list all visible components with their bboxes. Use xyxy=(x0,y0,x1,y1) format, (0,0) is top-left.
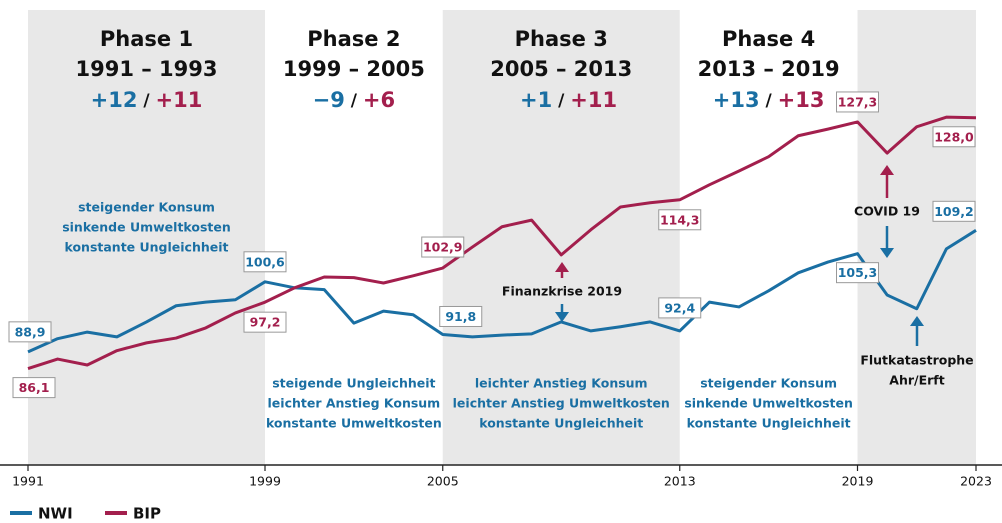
phase-nwi-change: +13 xyxy=(713,88,760,112)
arrow-head xyxy=(880,248,894,258)
arrow-head xyxy=(555,312,569,322)
value-label-box xyxy=(836,262,879,284)
phase-nwi-change: +12 xyxy=(91,88,138,112)
value-label: 128,0 xyxy=(934,129,974,144)
phase-band xyxy=(442,10,680,465)
phase-period: 1991 – 1993 xyxy=(75,57,217,81)
phase-description: sinkende Umweltkosten xyxy=(684,396,853,411)
line-nwi xyxy=(27,229,977,354)
annotation: Finanzkrise 2019 xyxy=(502,284,622,299)
x-tick-label: 2005 xyxy=(427,474,459,489)
phase-title: Phase 4 xyxy=(722,27,815,51)
line-bip xyxy=(27,115,977,371)
annotation: COVID 19 xyxy=(854,204,920,219)
phase-period: 2005 – 2013 xyxy=(490,57,632,81)
value-label: 88,9 xyxy=(15,324,46,339)
value-label: 114,3 xyxy=(660,212,700,227)
x-tick-label: 1991 xyxy=(12,474,44,489)
phase-description: konstante Ungleichheit xyxy=(687,416,851,431)
value-label-box xyxy=(8,321,52,343)
phase-bip-change: +6 xyxy=(363,88,395,112)
value-label-box xyxy=(243,311,287,333)
phase-title: Phase 2 xyxy=(307,27,400,51)
value-label: 109,2 xyxy=(934,204,974,219)
value-label-box xyxy=(439,305,483,327)
phase-separator: / xyxy=(766,91,773,111)
value-label-box xyxy=(658,209,702,231)
phase-description: leichter Anstieg Umweltkosten xyxy=(453,396,670,411)
phase-separator: / xyxy=(351,91,358,111)
phase-band xyxy=(28,10,265,465)
x-tick-label: 2019 xyxy=(842,474,874,489)
phase-separator: / xyxy=(143,91,150,111)
phase-title: Phase 1 xyxy=(100,27,193,51)
phase-title: Phase 3 xyxy=(515,27,608,51)
phase-description: konstante Ungleichheit xyxy=(64,240,228,255)
phase-description: konstante Umweltkosten xyxy=(266,416,442,431)
value-label: 91,8 xyxy=(445,309,476,324)
phase-nwi-change: −9 xyxy=(313,88,345,112)
phase-period: 2013 – 2019 xyxy=(698,57,840,81)
phase-bip-change: +11 xyxy=(570,88,617,112)
phase-separator: / xyxy=(558,91,565,111)
value-label: 127,3 xyxy=(838,94,878,109)
phase-nwi-change: +1 xyxy=(520,88,552,112)
legend-label: BIP xyxy=(133,505,161,523)
phase-description: sinkende Umweltkosten xyxy=(62,220,231,235)
value-label: 105,3 xyxy=(838,265,878,280)
value-label-box xyxy=(658,297,702,319)
value-label: 102,9 xyxy=(423,240,463,255)
phase-description: konstante Ungleichheit xyxy=(479,416,643,431)
value-label-box xyxy=(932,126,976,148)
phase-description: steigender Konsum xyxy=(78,200,215,215)
value-label-box xyxy=(421,236,465,258)
legend-label: NWI xyxy=(38,505,73,523)
value-label: 100,6 xyxy=(245,254,285,269)
value-label: 86,1 xyxy=(19,380,50,395)
value-label: 97,2 xyxy=(250,315,281,330)
phase-bip-change: +13 xyxy=(778,88,825,112)
value-label-box xyxy=(932,200,976,222)
x-tick-label: 2023 xyxy=(960,474,992,489)
value-label-box xyxy=(836,91,879,113)
phase-description: steigender Konsum xyxy=(700,376,837,391)
value-label: 92,4 xyxy=(664,300,695,315)
phase-description: steigende Ungleichheit xyxy=(272,376,435,391)
phase-description: leichter Anstieg Konsum xyxy=(475,376,648,391)
arrow-head xyxy=(880,165,894,175)
arrow-head xyxy=(555,262,569,272)
arrow-head xyxy=(910,316,924,326)
x-tick-label: 2013 xyxy=(664,474,696,489)
phase-bip-change: +11 xyxy=(156,88,203,112)
phase-period: 1999 – 2005 xyxy=(283,57,425,81)
phase-band xyxy=(857,10,976,465)
value-label-box xyxy=(12,377,56,399)
annotation: Ahr/Erft xyxy=(889,373,944,388)
annotation: Flutkatastrophe xyxy=(860,353,973,368)
phase-description: leichter Anstieg Konsum xyxy=(268,396,441,411)
value-label-box xyxy=(243,251,287,273)
x-tick-label: 1999 xyxy=(249,474,281,489)
